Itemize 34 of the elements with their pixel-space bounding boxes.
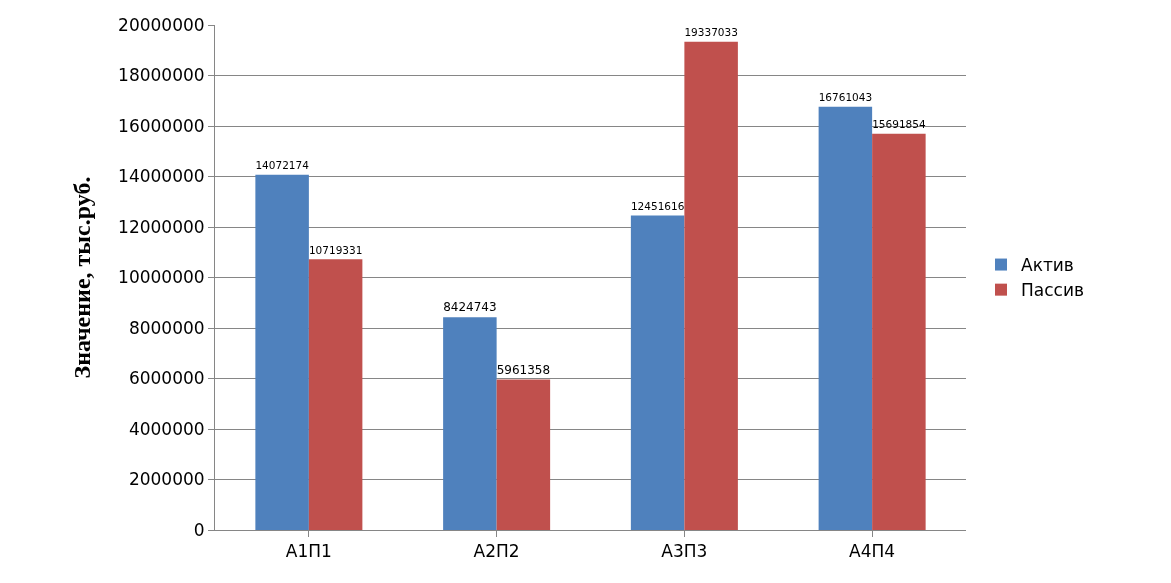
data-label: 19337033 [684,26,738,39]
data-label: 12451616 [630,200,685,213]
y-tick-label: 4000000 [128,418,205,439]
bar [872,133,926,530]
y-axis-title: Значение, тыс.руб. [69,176,96,379]
y-tick-label: 2000000 [128,469,205,490]
bar [255,174,309,530]
bar [443,317,497,530]
y-tick-label: 10000000 [118,267,205,288]
legend-label: Актив [1021,255,1074,276]
bar [630,215,685,530]
data-label: 8424743 [443,300,497,315]
y-tick-label: 8000000 [128,317,205,338]
x-tick-label: А4П4 [849,541,896,562]
bar [308,259,363,530]
data-label: 15691854 [872,118,926,131]
legend-label: Пассив [1021,280,1084,301]
data-label: 14072174 [255,159,310,172]
bar [496,379,551,530]
data-label: 5961358 [496,362,551,377]
y-tick-label: 12000000 [118,216,205,237]
y-tick-label: 0 [193,519,205,540]
y-tick-label: 20000000 [118,14,205,35]
y-tick-label: 14000000 [118,166,205,187]
y-tick-label: 6000000 [128,368,205,389]
y-tick-label: 16000000 [118,115,205,136]
data-label: 16761043 [818,91,873,104]
x-tick-label: А2П2 [473,541,520,562]
bar [684,41,738,530]
x-tick-label: А3П3 [661,541,708,562]
y-tick-label: 18000000 [118,65,205,86]
bar [818,106,873,530]
data-label: 10719331 [308,243,363,256]
x-tick-label: А1П1 [285,541,332,562]
